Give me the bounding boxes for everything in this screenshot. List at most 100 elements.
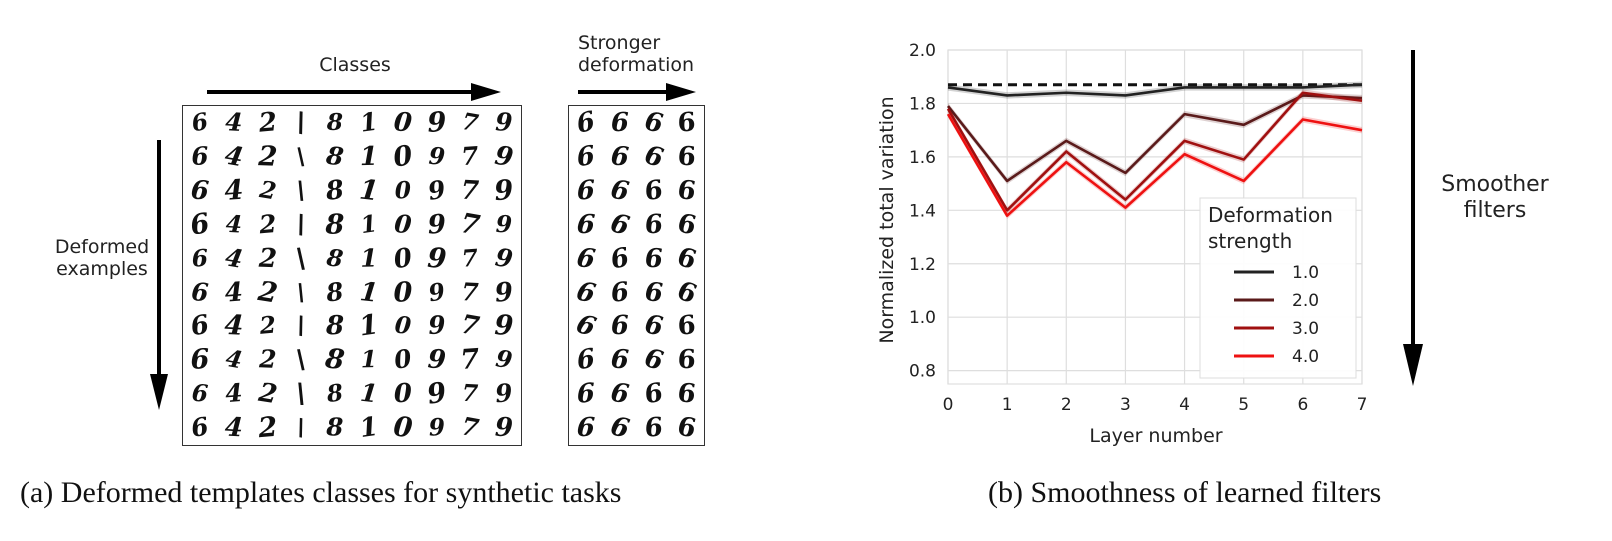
- digit-cell: 8: [326, 413, 344, 443]
- digit-cell: 6: [188, 310, 212, 343]
- digit-cell: 9: [427, 414, 446, 442]
- digit-cell: \: [296, 176, 307, 206]
- digit-cell: 6: [191, 244, 209, 273]
- stronger-digit-cell: 6: [576, 174, 596, 207]
- digit-cell: 6: [188, 412, 211, 444]
- stronger-arrow: [578, 83, 696, 101]
- digit-cell: 9: [427, 142, 446, 171]
- digit-cell: 8: [324, 277, 346, 308]
- digit-cell: 0: [391, 411, 414, 445]
- stronger-digit-cell: 6: [643, 243, 663, 274]
- digit-cell: 6: [190, 277, 210, 308]
- y-axis-label: Normalized total variation: [876, 96, 898, 343]
- digit-cell: 0: [391, 242, 414, 275]
- smoother-label-1: Smoother: [1441, 172, 1549, 197]
- stronger-label-1: Stronger: [578, 32, 661, 54]
- series-band-3.0: [948, 89, 1362, 214]
- line-chart: 0 1 2 3 4 5 6 7 0.8 1.0 1.2 1.4 1.6 1.8 2.0 Deformatio…: [876, 41, 1367, 447]
- digit-cell: 0: [393, 378, 413, 410]
- digit-cell: 8: [326, 109, 344, 137]
- digit-cell: 4: [223, 310, 244, 343]
- stronger-digit-cell: 6: [610, 311, 630, 342]
- digit-cell: 2: [257, 209, 278, 240]
- stronger-digit-cell: 6: [575, 343, 597, 377]
- plot-frame: [947, 49, 1363, 385]
- y-tick-label: 1.4: [909, 201, 936, 221]
- stronger-digit-cell: 6: [576, 412, 596, 444]
- digit-cell: 1: [358, 210, 379, 240]
- digit-cell: 4: [223, 276, 244, 309]
- digit-cell: 9: [493, 345, 515, 375]
- x-tick-label: 1: [1002, 395, 1013, 415]
- digit-cell: 6: [187, 207, 212, 242]
- digit-cell: 9: [493, 174, 515, 208]
- chart-axes: 0 1 2 3 4 5 6 7 0.8 1.0 1.2 1.4 1.6 1.8 2.0: [909, 41, 1367, 415]
- digit-cell: 4: [222, 243, 245, 275]
- y-tick-label: 0.8: [909, 362, 936, 382]
- digit-cell: 8: [324, 141, 346, 173]
- digit-cell: 7: [458, 207, 483, 242]
- stronger-digit-cell: 6: [642, 209, 665, 241]
- chart-series: [946, 81, 1363, 219]
- digit-cell: 0: [391, 344, 414, 376]
- x-tick-label: 5: [1238, 395, 1249, 415]
- y-tick-label: 1.8: [909, 94, 936, 114]
- stronger-digit-cell: 6: [610, 107, 629, 139]
- digit-cell: 7: [460, 175, 481, 207]
- series-line-1.0: [947, 83, 1363, 97]
- series-line-4.0: [946, 113, 1363, 217]
- digit-cell: 8: [325, 208, 345, 241]
- legend-box: [1199, 197, 1357, 379]
- digit-cell: \: [294, 106, 309, 140]
- digit-cell: 2: [255, 275, 280, 310]
- digit-cell: \: [294, 209, 309, 241]
- y-tick-label: 1.2: [909, 255, 936, 275]
- digit-cell: 9: [494, 310, 515, 343]
- stronger-digit-cell: 6: [609, 141, 630, 173]
- y-tick-label: 1.0: [909, 308, 936, 328]
- digit-cell: 4: [223, 174, 245, 208]
- caption-a: (a) Deformed templates classes for synth…: [20, 476, 622, 509]
- digit-cell: 7: [461, 244, 480, 273]
- stronger-digit-cell: 6: [677, 174, 697, 207]
- stronger-digit-cell: 6: [674, 107, 700, 139]
- digit-cell: 9: [426, 277, 447, 308]
- digit-cell: 0: [393, 312, 412, 341]
- digit-cell: 1: [358, 107, 380, 139]
- stronger-digit-cell: 6: [675, 345, 699, 376]
- x-tick-label: 6: [1297, 395, 1308, 415]
- digit-cell: 7: [460, 277, 480, 308]
- x-tick-label: 3: [1120, 395, 1131, 415]
- digit-cell: 0: [394, 176, 412, 205]
- classes-arrow: [207, 83, 501, 101]
- smoother-arrow: [1403, 50, 1423, 386]
- digit-cell: 1: [357, 174, 380, 208]
- deformed-label-2: examples: [56, 258, 148, 280]
- legend-entry-3.0: 3.0: [1292, 319, 1319, 339]
- digit-cell: 4: [224, 108, 244, 138]
- stronger-digit-cell: 6: [641, 378, 666, 411]
- y-tick-label: 2.0: [909, 41, 936, 61]
- digit-cell: 6: [190, 380, 209, 409]
- digit-cell: 2: [258, 345, 277, 375]
- digit-cell: 2: [257, 243, 278, 274]
- digit-cell: 1: [357, 411, 380, 445]
- digit-cell: 7: [459, 412, 482, 444]
- legend-title-line-1: Deformation: [1208, 203, 1333, 227]
- x-tick-label: 2: [1061, 395, 1072, 415]
- digit-cell: 6: [189, 108, 211, 138]
- deformed-label-1: Deformed: [54, 236, 150, 258]
- stronger-digit-cell: 6: [607, 241, 632, 276]
- stronger-digit-cell: 6: [572, 309, 600, 343]
- digit-grid: 6 4 2 \ 8 1 0 9 7 9 6 4 2 \ 8 1 0 9 7 9 6 4 2 \ 8 1 0 9 7 9 6 4 2 \ 8 1 0 9 7 9…: [182, 105, 522, 446]
- stronger-digit-cell: 6: [575, 140, 597, 174]
- digit-cell: 2: [257, 176, 278, 206]
- digit-cell: 4: [223, 345, 245, 375]
- x-tick-label: 7: [1357, 395, 1368, 415]
- digit-cell: 6: [189, 344, 211, 377]
- stronger-digit-cell: 6: [674, 310, 700, 342]
- digit-cell: 4: [223, 412, 244, 444]
